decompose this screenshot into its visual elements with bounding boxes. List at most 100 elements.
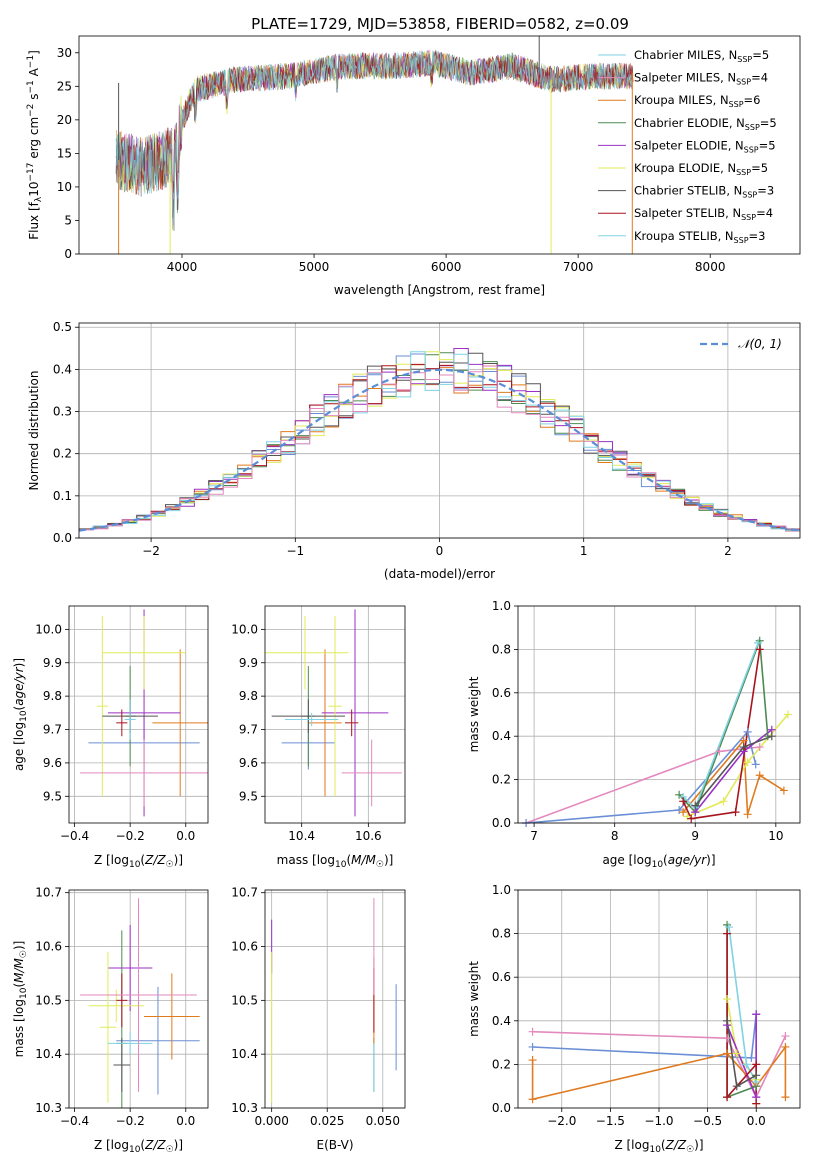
weight-marker bbox=[725, 923, 734, 932]
y-tick-label: 9.7 bbox=[239, 723, 258, 737]
weight-marker bbox=[691, 801, 700, 810]
y-tick-label: 0.4 bbox=[492, 729, 511, 743]
panel-residuals: −2 −1 0 1 2 0.0 0.1 0.2 0.3 0.4 0.5 (data-model)/er… bbox=[27, 320, 801, 581]
y-tick-label: 0.8 bbox=[492, 642, 511, 656]
axes-frame bbox=[264, 889, 406, 1109]
y-tick-label: 9.9 bbox=[239, 656, 258, 670]
y-tick-label: 0 bbox=[64, 247, 72, 261]
y-tick-label: 10.4 bbox=[35, 1047, 62, 1061]
y-axis-label: Normed distribution bbox=[27, 371, 41, 491]
spectrum-line bbox=[116, 50, 633, 231]
y-tick-label: 0.0 bbox=[53, 531, 72, 545]
axes-frame bbox=[68, 889, 209, 1109]
weight-marker bbox=[715, 747, 724, 756]
axes-decor: −0.4 −0.2 0.0 10.3 10.4 10.5 10.6 10.7 Z [log10​… bbox=[12, 886, 209, 1155]
legend: Chabrier MILES, NSSP=5 Salpeter MILES, NS… bbox=[598, 48, 777, 245]
axes-frame bbox=[68, 605, 209, 824]
weight-marker bbox=[755, 645, 764, 654]
axes-frame bbox=[78, 35, 801, 255]
legend-label: Chabrier STELIB, NSSP=3 bbox=[634, 184, 774, 200]
weight-marker bbox=[723, 995, 732, 1003]
histogram-step bbox=[79, 351, 800, 530]
y-tick-label: 20 bbox=[57, 113, 72, 127]
y-tick-label: 10.7 bbox=[35, 886, 62, 900]
weight-line bbox=[531, 1044, 787, 1101]
weight-marker bbox=[752, 1010, 761, 1019]
y-tick-label: 30 bbox=[57, 46, 72, 60]
plot-area bbox=[271, 898, 397, 1103]
y-tick-label: 0.5 bbox=[53, 320, 72, 334]
weight-marker bbox=[767, 732, 776, 741]
weight-marker bbox=[732, 1082, 741, 1091]
axes-frame bbox=[264, 605, 406, 824]
axes-frame bbox=[517, 889, 801, 1109]
y-tick-label: 1.0 bbox=[492, 599, 511, 613]
weight-marker bbox=[723, 1034, 732, 1043]
plot-area bbox=[80, 898, 200, 1108]
axes-frame bbox=[517, 605, 801, 824]
y-tick-label: 10.0 bbox=[35, 622, 62, 636]
weight-marker bbox=[679, 808, 688, 817]
y-tick-label: 5 bbox=[64, 213, 72, 227]
y-tick-label: 10.7 bbox=[231, 886, 258, 900]
weight-marker bbox=[528, 1095, 537, 1104]
x-tick-label: −0.4 bbox=[60, 829, 89, 843]
weight-marker bbox=[683, 812, 692, 821]
x-tick-label: 7 bbox=[530, 829, 538, 843]
x-tick-label: 5000 bbox=[299, 260, 330, 274]
y-tick-label: 9.6 bbox=[239, 756, 258, 770]
y-axis-label: age [log10​(age/yr)] bbox=[12, 658, 29, 771]
y-tick-label: 9.8 bbox=[239, 689, 258, 703]
x-tick-label: 0.050 bbox=[366, 1114, 400, 1128]
x-tick-label: −1.5 bbox=[596, 1114, 625, 1128]
panel-spectrum: 4000 5000 6000 7000 8000 0 5 10 15 20 25 30 waveleng… bbox=[26, 35, 801, 297]
weight-marker bbox=[687, 814, 696, 823]
histogram-step bbox=[79, 363, 800, 532]
weight-marker bbox=[528, 1027, 537, 1036]
weight-marker bbox=[742, 1060, 751, 1069]
weight-marker bbox=[723, 1016, 732, 1025]
legend-label: Salpeter ELODIE, NSSP=5 bbox=[634, 138, 776, 154]
weight-marker bbox=[723, 929, 732, 938]
y-tick-label: 9.5 bbox=[239, 789, 258, 803]
x-tick-label: 8 bbox=[611, 829, 619, 843]
plot-area bbox=[79, 348, 800, 532]
x-tick-label: 10.6 bbox=[355, 829, 382, 843]
axes-decor: 0.000 0.025 0.050 10.3 10.4 10.5 10.6 10.7 E(B-V… bbox=[231, 886, 406, 1152]
y-tick-label: 0.4 bbox=[492, 1014, 511, 1028]
axes-decor: −2 −1 0 1 2 0.0 0.1 0.2 0.3 0.4 0.5 (data-model)/er… bbox=[27, 320, 801, 581]
weight-marker bbox=[781, 1093, 790, 1102]
y-tick-label: 15 bbox=[57, 146, 72, 160]
y-tick-label: 0.8 bbox=[492, 927, 511, 941]
x-tick-label: 0.0 bbox=[176, 829, 195, 843]
x-tick-label: 6000 bbox=[431, 260, 462, 274]
x-tick-label: 4000 bbox=[167, 260, 198, 274]
y-tick-label: 10.4 bbox=[231, 1047, 258, 1061]
legend-label: Kroupa STELIB, NSSP=3 bbox=[634, 229, 765, 245]
y-tick-label: 0.2 bbox=[492, 773, 511, 787]
x-axis-label: Z [log10​(Z/Z☉​)] bbox=[94, 1138, 183, 1155]
panel-mass-vs-Z: −0.4 −0.2 0.0 10.3 10.4 10.5 10.6 10.7 Z [log10​… bbox=[12, 886, 209, 1155]
y-tick-label: 10.3 bbox=[35, 1101, 62, 1115]
weight-marker bbox=[675, 805, 684, 814]
plot-area bbox=[115, 36, 634, 254]
x-tick-label: 8000 bbox=[695, 260, 726, 274]
weight-marker bbox=[781, 1042, 790, 1051]
legend-label: Kroupa MILES, NSSP=6 bbox=[634, 93, 760, 109]
x-tick-label: 1 bbox=[580, 544, 588, 558]
y-tick-label: 10.5 bbox=[231, 993, 258, 1007]
weight-marker bbox=[528, 1042, 537, 1051]
x-tick-label: 0.025 bbox=[310, 1114, 344, 1128]
panel-weight-vs-Z: −2.0 −1.5 −1.0 −0.5 0.0 0.0 0.2 0.4 0.6 0.8 1.0 Z [… bbox=[467, 883, 801, 1155]
plot-area bbox=[80, 609, 208, 817]
y-tick-label: 9.7 bbox=[43, 723, 62, 737]
x-tick-label: −2 bbox=[142, 544, 160, 558]
x-tick-label: 0 bbox=[436, 544, 444, 558]
panel-age-vs-mass: 10.4 10.6 9.5 9.6 9.7 9.8 9.9 10.0 mass [log10​(… bbox=[231, 605, 406, 870]
y-tick-label: 10 bbox=[57, 180, 72, 194]
y-tick-label: 9.5 bbox=[43, 789, 62, 803]
x-tick-label: 2 bbox=[724, 544, 732, 558]
weight-marker bbox=[752, 1099, 761, 1108]
weight-marker bbox=[755, 771, 764, 780]
